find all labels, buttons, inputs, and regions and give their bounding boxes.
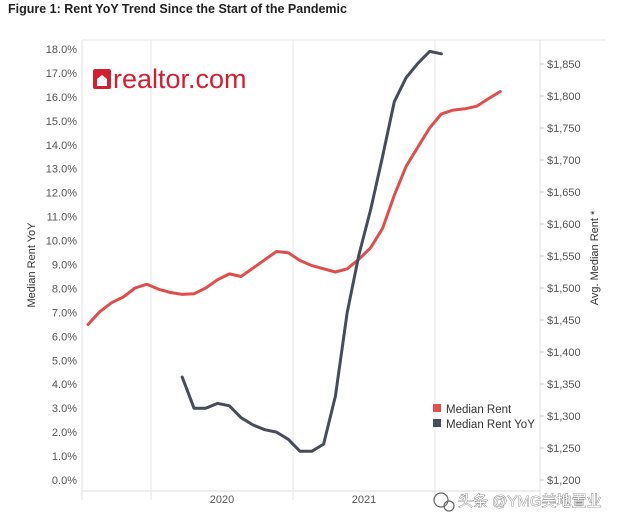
left-axis-title: Median Rent YoY — [26, 222, 38, 308]
left-tick-label: 18.0% — [46, 44, 77, 56]
right-tick-label: $1,550 — [547, 251, 581, 263]
house-icon — [93, 69, 111, 89]
right-tick-label: $1,850 — [547, 59, 581, 71]
figure-title: Figure 1: Rent YoY Trend Since the Start… — [8, 2, 347, 16]
left-tick-label: 2.0% — [52, 427, 77, 439]
right-tick-label: $1,350 — [547, 379, 581, 391]
left-tick-label: 10.0% — [46, 236, 77, 248]
left-tick-label: 17.0% — [46, 68, 77, 80]
realtor-logo: realtor.com — [93, 64, 247, 94]
x-tick-label: 2021 — [352, 494, 376, 506]
right-tick-label: $1,450 — [547, 315, 581, 327]
left-tick-label: 9.0% — [52, 260, 77, 272]
right-tick-label: $1,400 — [547, 347, 581, 359]
legend-swatch-median-rent-yoy — [433, 419, 441, 427]
right-tick-label: $1,500 — [547, 283, 581, 295]
left-tick-label: 6.0% — [52, 331, 77, 343]
left-tick-label: 16.0% — [46, 92, 77, 104]
left-tick-label: 11.0% — [47, 212, 78, 224]
left-tick-label: 14.0% — [46, 140, 77, 152]
series-line-median-rent — [86, 90, 502, 326]
legend-label-median-rent-yoy: Median Rent YoY — [446, 419, 535, 431]
right-axis-ticks: $1,850 $1,800 $1,750 $1,700 $1,650 $1,600 $1,5… — [540, 59, 581, 487]
series-layer — [86, 49, 502, 453]
left-tick-label: 4.0% — [52, 379, 77, 391]
left-axis-ticks: 18.0% 17.0% 16.0% 15.0% 14.0% 13.0% 12.0% 11.0%… — [46, 44, 77, 487]
series-line-median-rent-yoy — [180, 49, 443, 453]
legend-label-median-rent: Median Rent — [446, 404, 512, 416]
right-tick-label: $1,300 — [547, 411, 581, 423]
left-tick-label: 3.0% — [52, 403, 77, 415]
right-tick-label: $1,700 — [547, 155, 581, 167]
left-tick-label: 1.0% — [52, 451, 77, 463]
x-axis-ticks: 2020 2021 — [210, 494, 376, 506]
right-tick-label: $1,600 — [547, 219, 581, 231]
legend: Median Rent Median Rent YoY — [433, 404, 535, 431]
right-tick-label: $1,800 — [547, 91, 581, 103]
legend-swatch-median-rent — [433, 404, 441, 412]
right-axis-title: Avg. Median Rent * — [589, 210, 601, 305]
brand-wordmark: realtor.com — [113, 64, 247, 94]
left-tick-label: 8.0% — [52, 283, 77, 295]
left-tick-label: 0.0% — [52, 475, 77, 487]
right-tick-label: $1,250 — [547, 443, 581, 455]
left-tick-label: 5.0% — [52, 355, 77, 367]
wechat-icon — [433, 492, 455, 512]
left-tick-label: 15.0% — [46, 116, 77, 128]
right-tick-label: $1,750 — [547, 123, 581, 135]
watermark-text: 头条 @YMG美地置业 — [458, 493, 602, 510]
watermark: 头条 @YMG美地置业 — [433, 492, 602, 512]
left-tick-label: 12.0% — [46, 188, 77, 200]
x-tick-label: 2020 — [210, 494, 234, 506]
right-tick-label: $1,200 — [547, 475, 581, 487]
left-tick-label: 13.0% — [46, 164, 77, 176]
left-tick-label: 7.0% — [52, 307, 77, 319]
right-tick-label: $1,650 — [547, 187, 581, 199]
